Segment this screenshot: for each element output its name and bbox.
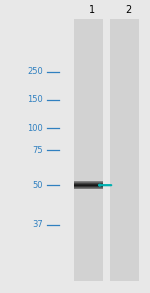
Text: 250: 250 <box>27 67 43 76</box>
Text: 37: 37 <box>32 220 43 229</box>
Text: 100: 100 <box>27 124 43 132</box>
Bar <box>74 19 103 281</box>
Text: 50: 50 <box>32 181 43 190</box>
Bar <box>110 19 139 281</box>
Text: 2: 2 <box>125 5 131 15</box>
Text: 1: 1 <box>89 5 95 15</box>
Text: 150: 150 <box>27 95 43 104</box>
Text: 75: 75 <box>32 146 43 154</box>
